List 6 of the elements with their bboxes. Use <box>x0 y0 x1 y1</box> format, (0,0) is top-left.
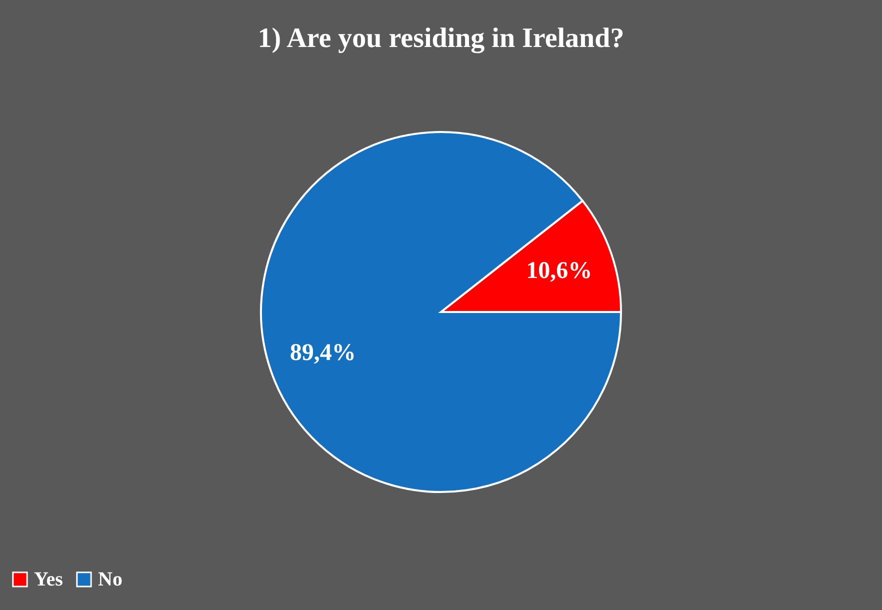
data-label: 10,6% <box>526 258 592 284</box>
chart-title: 1) Are you residing in Ireland? <box>258 23 624 54</box>
data-label: 89,4% <box>290 340 356 366</box>
legend-label: Yes <box>34 568 64 590</box>
pie-slice <box>260 131 622 493</box>
legend-label: No <box>98 568 122 590</box>
